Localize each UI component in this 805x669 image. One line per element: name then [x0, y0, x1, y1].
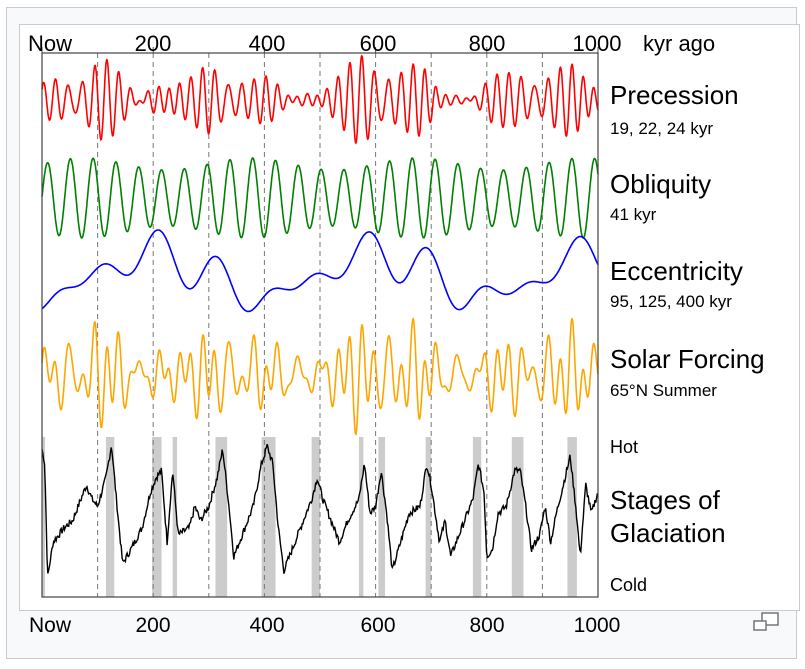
- interglacial-band: [105, 437, 115, 597]
- interglacial-band: [378, 437, 386, 597]
- eccentricity-label: Eccentricity: [610, 256, 743, 286]
- eccentricity-line: [41, 229, 599, 313]
- obliquity-period: 41 kyr: [610, 205, 657, 224]
- interglacial-band: [311, 437, 320, 597]
- x-unit-label: kyr ago: [643, 31, 715, 56]
- top-tick-label: Now: [28, 31, 72, 56]
- caption-tick-1000: 1000: [573, 614, 621, 637]
- top-tick-label: 400: [249, 31, 286, 56]
- interglacial-band: [152, 437, 162, 597]
- interglacial-band: [261, 437, 276, 597]
- solar-forcing-label: Solar Forcing: [610, 344, 765, 374]
- top-tick-label: 200: [135, 31, 172, 56]
- interglacial-band: [358, 437, 364, 597]
- precession-line: [41, 54, 599, 145]
- obliquity-label: Obliquity: [610, 169, 711, 199]
- caption-tick-200: 200: [135, 614, 171, 637]
- precession-periods: 19, 22, 24 kyr: [610, 119, 713, 138]
- interglacial-band: [172, 437, 178, 597]
- interglacial-band: [42, 437, 45, 597]
- glaciation-label-line1: Stages of: [610, 485, 721, 515]
- interglacial-band: [472, 437, 482, 597]
- solar-forcing-line: [41, 317, 599, 436]
- caption-tick-400: 400: [249, 614, 285, 637]
- interglacial-band: [567, 437, 577, 597]
- interglacial-band: [511, 437, 524, 597]
- caption-tick-600: 600: [360, 614, 396, 637]
- precession-label: Precession: [610, 80, 739, 110]
- top-tick-label: 600: [360, 31, 397, 56]
- obliquity-line: [41, 157, 599, 239]
- glaciation-line: [41, 444, 599, 574]
- expand-icon[interactable]: [752, 611, 780, 633]
- glaciation-label-line2: Glaciation: [610, 518, 726, 548]
- interglacial-band: [215, 437, 228, 597]
- plot-frame: [41, 52, 599, 598]
- cold-label: Cold: [610, 575, 647, 595]
- top-tick-label: 800: [469, 31, 506, 56]
- caption-tick-800: 800: [469, 614, 505, 637]
- hot-label: Hot: [610, 437, 638, 457]
- caption-tick-now: Now: [28, 614, 72, 637]
- eccentricity-periods: 95, 125, 400 kyr: [610, 292, 732, 311]
- solar-forcing-subtitle: 65°N Summer: [610, 381, 717, 400]
- top-tick-label: 1000: [573, 31, 622, 56]
- interglacial-band: [425, 437, 432, 597]
